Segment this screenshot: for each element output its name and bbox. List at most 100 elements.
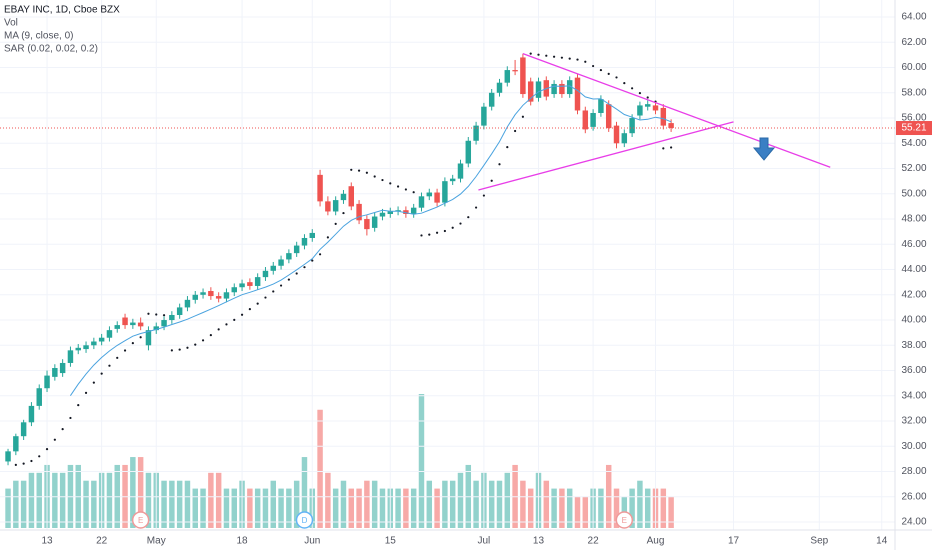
sar-dot: [638, 92, 642, 95]
volume-bar: [192, 488, 198, 528]
volume-bar: [293, 480, 300, 528]
candle-body: [621, 133, 628, 144]
sar-dot: [61, 428, 64, 431]
sar-dot: [77, 403, 80, 407]
down-arrow: [752, 137, 776, 161]
moving-average: [69, 85, 672, 396]
sar-dot: [576, 58, 579, 61]
sar-dot: [443, 229, 446, 233]
volume-bar: [5, 488, 11, 528]
candle-body: [434, 192, 440, 203]
sar-dot: [279, 284, 283, 287]
sar-dot: [139, 336, 142, 339]
y-tick-label: 56.00: [901, 113, 926, 124]
volume-bar: [106, 472, 113, 528]
candle-body: [473, 125, 479, 141]
y-tick-label: 32.00: [901, 416, 926, 427]
sar-dot: [295, 272, 298, 275]
sar-dot: [287, 278, 290, 281]
sar-dot: [631, 87, 634, 90]
volume-bar: [223, 488, 230, 528]
candle-body: [410, 207, 417, 214]
sar-dot: [404, 188, 407, 191]
sar-dot: [357, 169, 361, 172]
candle-body: [442, 181, 448, 203]
sar-dot: [334, 222, 337, 225]
sar-dot: [592, 64, 595, 68]
event-label: E: [622, 516, 627, 525]
sar-dot: [116, 356, 119, 359]
volume-bar: [496, 480, 503, 528]
x-tick-label: 15: [385, 536, 397, 547]
candle-body: [598, 99, 604, 113]
candle-body: [403, 210, 409, 214]
candle-body: [317, 174, 323, 202]
volume-bar: [247, 488, 253, 528]
sar-dot: [162, 314, 166, 317]
candle-body: [98, 337, 105, 342]
candle-body: [192, 294, 198, 300]
volume-bar: [356, 488, 362, 528]
candle-body: [36, 388, 42, 406]
last-price-box: [896, 121, 932, 136]
volume-bar: [145, 472, 152, 528]
candle-body: [605, 104, 612, 129]
sar-dot: [178, 348, 181, 351]
sar-dot: [420, 234, 423, 237]
volume-bar: [169, 480, 175, 528]
sar-dot: [560, 56, 564, 59]
sar-dot: [240, 313, 244, 316]
sar-dot: [53, 438, 56, 441]
candle-body: [559, 83, 565, 95]
volume-bar: [200, 488, 206, 528]
y-tick-label: 40.00: [901, 315, 926, 326]
sar-dot: [201, 339, 205, 342]
sar-dot: [482, 194, 485, 197]
candle-body: [449, 178, 456, 182]
candle-body: [637, 105, 643, 116]
candle-body: [161, 320, 167, 327]
x-tick-label: Jun: [304, 536, 320, 547]
volume-bar: [644, 488, 651, 528]
sar-dot: [435, 231, 439, 234]
candle-body: [340, 193, 347, 201]
volume-bar: [13, 480, 19, 528]
y-tick-label: 54.00: [901, 138, 926, 149]
candle-body: [130, 322, 136, 326]
sar-dot: [662, 147, 665, 150]
volume-bar: [137, 457, 144, 528]
candle-body: [387, 211, 394, 214]
candle-body: [20, 422, 27, 437]
candle-body: [176, 307, 183, 315]
candle-body: [286, 253, 292, 260]
candle-body: [566, 80, 573, 95]
volume-bar: [59, 472, 66, 528]
candle-body: [13, 436, 19, 452]
x-tick-label: 13: [41, 536, 53, 547]
candle-body: [551, 83, 557, 95]
volume-bar: [637, 480, 643, 528]
candle-body: [426, 192, 433, 197]
volume-bar: [262, 488, 269, 528]
candle-body: [613, 125, 620, 144]
candle-body: [465, 140, 472, 164]
volume-bar: [574, 496, 581, 528]
event-label: D: [302, 516, 308, 525]
volume-bar: [371, 480, 378, 528]
sar-dot: [108, 364, 111, 367]
volume-bar: [286, 488, 292, 528]
sar-dot: [272, 290, 275, 293]
candle-body: [348, 186, 355, 207]
trendline: [478, 121, 734, 191]
volume-bar: [504, 472, 511, 528]
sar-dot: [264, 296, 267, 299]
x-tick-label: Sep: [810, 536, 828, 547]
sar-dot: [474, 206, 478, 209]
sar-dot: [607, 72, 610, 75]
volume-bar: [36, 472, 42, 528]
x-tick-label: 18: [237, 536, 249, 547]
sar-dot: [498, 163, 501, 166]
sar-dot: [194, 343, 197, 346]
sar-dot: [451, 226, 454, 229]
volume-bar: [278, 488, 284, 528]
